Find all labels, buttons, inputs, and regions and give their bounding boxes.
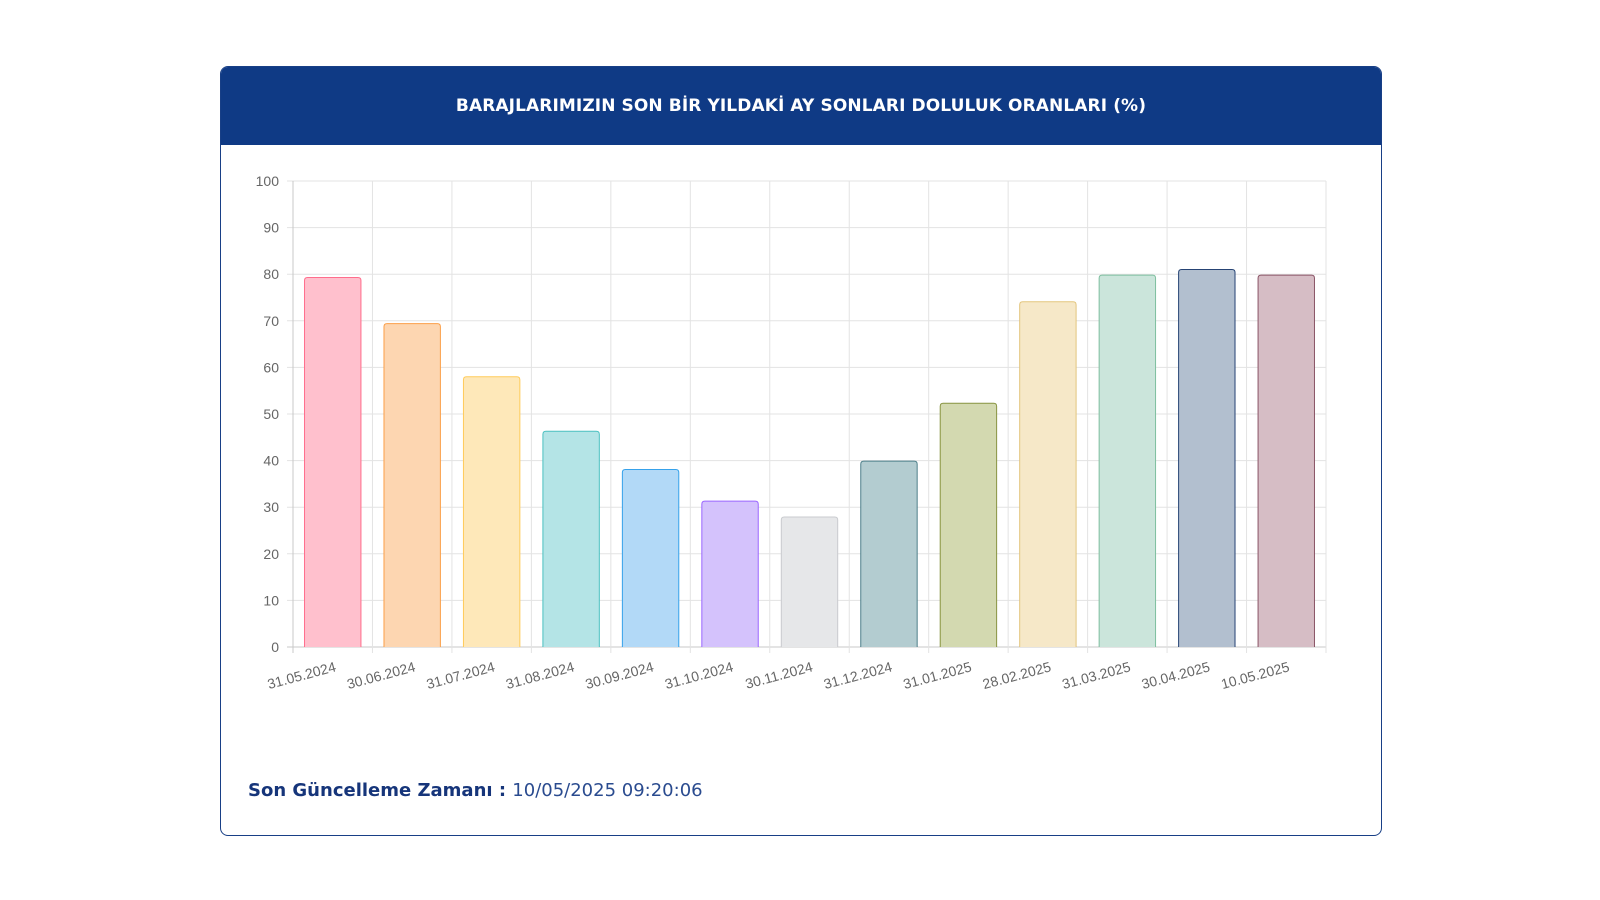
y-tick-label: 60	[263, 359, 279, 375]
x-tick-label: 28.02.2025	[981, 658, 1053, 692]
x-tick-label: 30.11.2024	[743, 658, 814, 691]
card-header: BARAJLARIMIZIN SON BİR YILDAKİ AY SONLAR…	[221, 67, 1381, 145]
last-update-separator: :	[492, 780, 513, 801]
bar	[1019, 301, 1077, 647]
x-tick-label: 31.01.2025	[901, 658, 973, 692]
chart-area: 0 10 20 30 40 50 60 70 80 90 100 31.05.2024 30.06.20…	[221, 145, 1381, 745]
x-tick-label: 10.05.2025	[1219, 658, 1291, 692]
bar	[1257, 274, 1315, 647]
bar	[780, 516, 839, 647]
bar	[1178, 269, 1236, 647]
y-tick-label: 40	[263, 453, 279, 469]
bar	[939, 402, 998, 647]
x-tick-label: 30.04.2025	[1140, 658, 1212, 692]
x-tick-label: 31.08.2024	[504, 658, 576, 692]
y-tick-label: 100	[256, 173, 280, 189]
bar	[1098, 274, 1157, 647]
x-tick-label: 31.03.2025	[1060, 658, 1132, 692]
y-tick-label: 0	[271, 639, 279, 655]
bar	[304, 276, 362, 647]
y-tick-label: 30	[263, 499, 279, 515]
last-update-value: 10/05/2025 09:20:06	[512, 780, 703, 801]
bar	[542, 430, 600, 647]
y-tick-label: 80	[263, 266, 279, 282]
x-tick-label: 30.06.2024	[345, 658, 417, 692]
x-tick-label: 31.05.2024	[266, 658, 338, 692]
y-tick-label: 70	[263, 313, 279, 329]
last-update: Son Güncelleme Zamanı : 10/05/2025 09:20…	[248, 780, 703, 801]
y-tick-label: 50	[263, 406, 279, 422]
y-tick-label: 20	[263, 546, 279, 562]
x-tick-label: 31.12.2024	[822, 658, 894, 692]
bar	[701, 500, 759, 647]
bar-chart: 0 10 20 30 40 50 60 70 80 90 100 31.05.2024 30.06.20…	[256, 173, 1327, 692]
bar	[860, 460, 918, 647]
x-tick-label: 31.07.2024	[425, 658, 497, 692]
bar	[621, 468, 680, 647]
bar	[462, 376, 521, 647]
chart-title: BARAJLARIMIZIN SON BİR YILDAKİ AY SONLAR…	[455, 96, 1147, 116]
x-tick-label: 31.10.2024	[663, 658, 735, 692]
y-tick-label: 10	[263, 592, 279, 608]
x-tick-label: 30.09.2024	[584, 658, 656, 692]
y-tick-label: 90	[263, 220, 279, 236]
bar	[383, 323, 441, 647]
last-update-label: Son Güncelleme Zamanı	[248, 780, 493, 801]
chart-card: BARAJLARIMIZIN SON BİR YILDAKİ AY SONLAR…	[220, 66, 1382, 836]
